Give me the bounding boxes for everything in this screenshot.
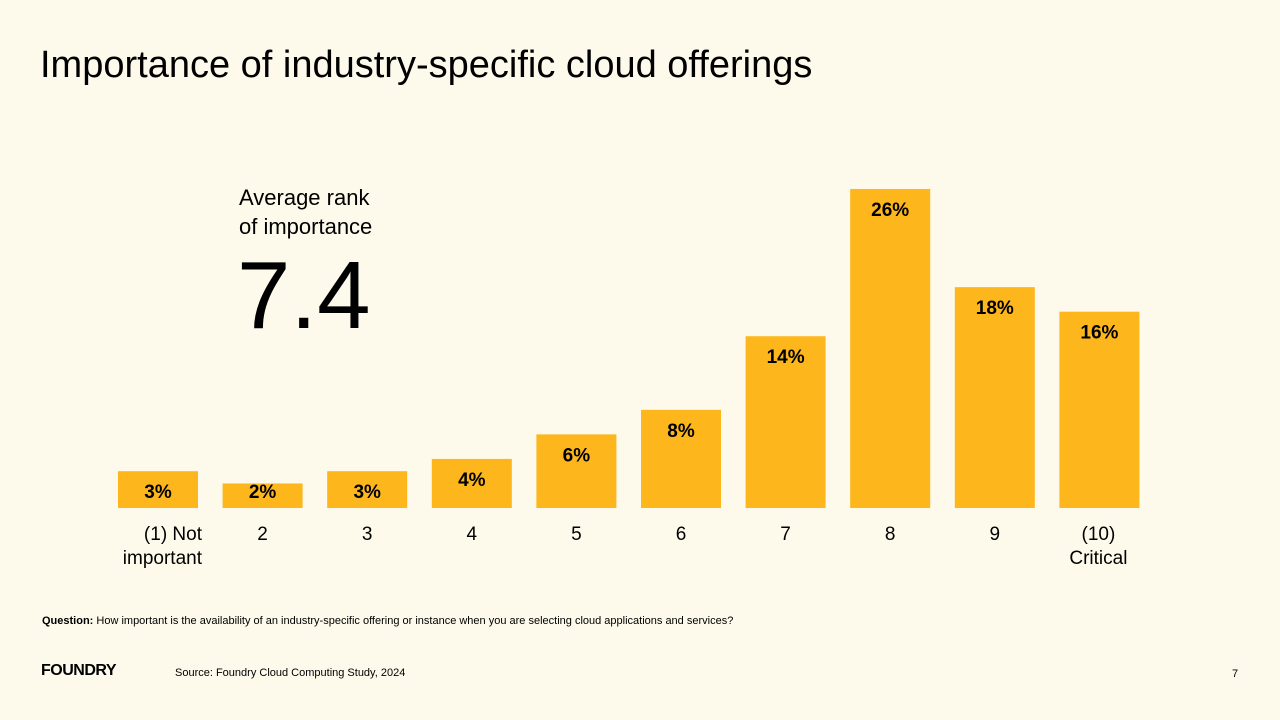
bar [431,458,512,508]
page-number: 7 [1232,668,1239,680]
data-label: 3% [353,482,381,503]
page-title: Importance of industry-specific cloud of… [40,44,813,86]
bar [118,471,198,508]
average-label-line2: of importance [239,214,373,239]
bar [745,336,826,508]
x-tick-label: 6 [676,524,687,545]
data-label: 3% [144,482,172,503]
data-label: 14% [767,347,805,368]
data-label: 18% [976,298,1014,319]
data-label: 6% [563,445,591,466]
bar [850,188,931,509]
question-note: Question: How important is the availabil… [42,615,733,627]
source-note: Source: Foundry Cloud Computing Study, 2… [175,667,406,679]
average-label: Average rank of importance [239,183,372,241]
x-tick-label: important [123,548,203,569]
bar [1059,311,1140,508]
x-tick-label: 5 [571,524,582,545]
x-tick-label: Critical [1069,548,1127,569]
bar [954,287,1035,508]
x-tick-label: 7 [780,524,791,545]
x-tick-label: (10) [1082,524,1116,545]
x-tick-label: 9 [990,524,1001,545]
x-tick-label: 3 [362,524,373,545]
average-value: 7.4 [237,242,371,349]
x-tick-label: (1) Not [144,524,203,545]
x-tick-label: 8 [885,524,896,545]
bar-chart: 3% (1) Not important 2% 2 3% 3 4% 4 6% 5 8% 6 14% 7 26%… [118,188,1140,569]
data-label: 16% [1080,323,1118,344]
bar [222,483,303,508]
data-label: 8% [667,421,695,442]
bar [327,471,408,508]
average-label-line1: Average rank [239,185,370,210]
data-label: 26% [871,200,909,221]
question-label: Question: [42,615,94,627]
bar [641,409,721,508]
foundry-logo: FOUNDRY [41,662,117,679]
data-label: 2% [249,482,277,503]
x-tick-label: 2 [257,524,268,545]
bar [536,434,617,508]
data-label: 4% [458,470,486,491]
x-tick-label: 4 [467,524,478,545]
question-text: How important is the availability of an … [93,615,734,627]
